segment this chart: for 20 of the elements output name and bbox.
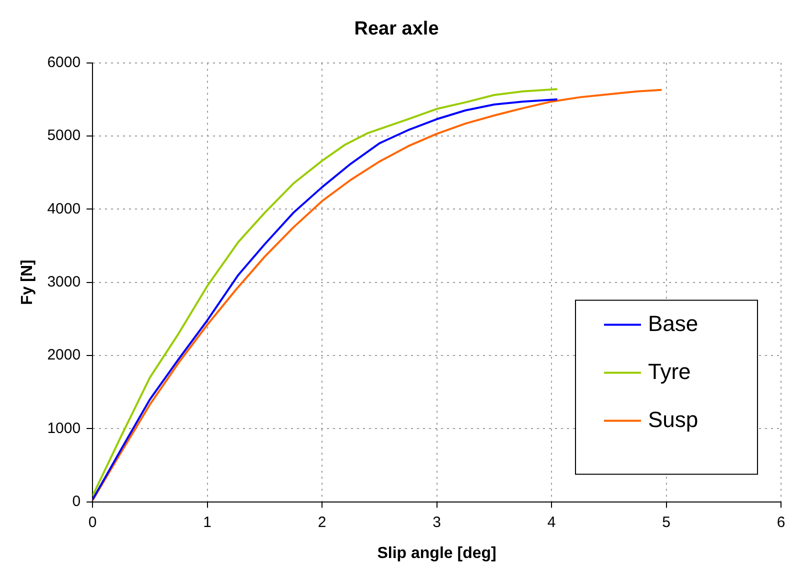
y-tick-label: 6000 [47, 54, 81, 71]
x-tick-label: 2 [318, 514, 326, 531]
x-axis-title: Slip angle [deg] [377, 544, 496, 562]
legend-label: Tyre [648, 358, 691, 384]
y-tick-label: 3000 [47, 273, 81, 290]
y-tick-label: 5000 [47, 127, 81, 144]
x-tick-label: 4 [547, 514, 556, 531]
x-tick-label: 3 [432, 514, 441, 531]
legend-label: Base [648, 310, 698, 336]
legend-label: Susp [648, 406, 698, 432]
y-tick-label: 1000 [47, 420, 81, 437]
y-axis-title: Fy [N] [19, 260, 36, 305]
x-tick-label: 0 [88, 514, 97, 531]
x-tick-label: 5 [662, 514, 670, 531]
y-tick-label: 0 [72, 492, 81, 510]
x-tick-label: 6 [776, 514, 786, 531]
y-tick-label: 4000 [47, 200, 81, 218]
y-tick-label: 2000 [47, 346, 81, 364]
x-tick-label: 1 [203, 514, 212, 531]
chart-title: Rear axle [354, 18, 439, 40]
